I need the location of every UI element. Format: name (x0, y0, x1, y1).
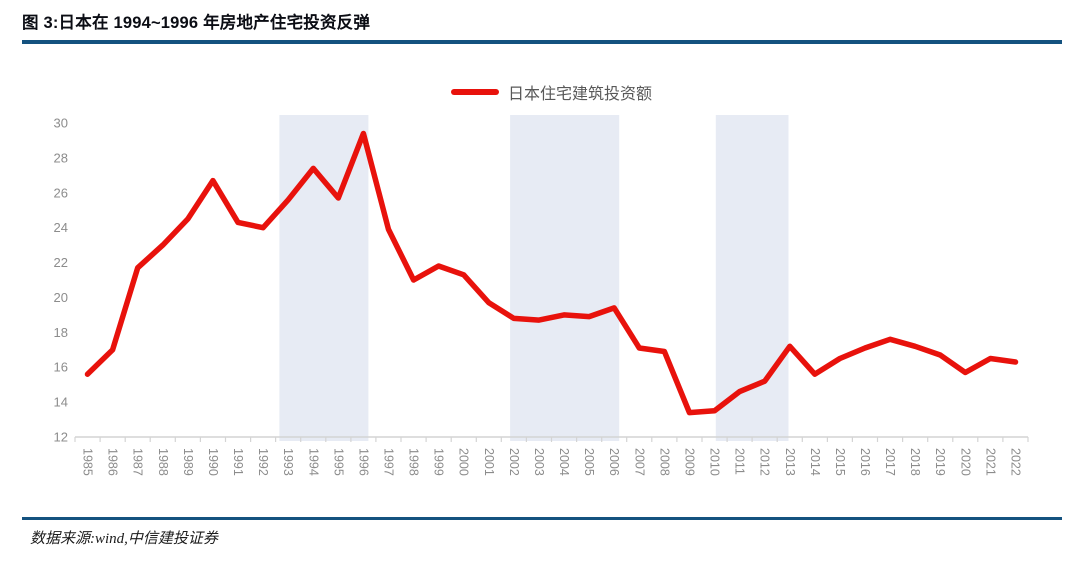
x-axis-label: 1991 (231, 448, 245, 476)
x-axis-label: 1996 (356, 448, 370, 476)
x-axis-label: 2016 (858, 448, 872, 476)
x-axis-label: 2014 (808, 448, 822, 476)
x-axis-label: 1988 (156, 448, 170, 476)
x-axis-label: 2021 (983, 448, 997, 476)
x-axis-label: 2011 (733, 448, 747, 475)
y-axis-label: 20 (54, 290, 68, 305)
figure-title: 图 3:日本在 1994~1996 年房地产住宅投资反弹 (22, 14, 371, 32)
x-axis-label: 2000 (457, 448, 471, 476)
x-axis-label: 2006 (607, 448, 621, 476)
x-axis-label: 1995 (331, 448, 345, 476)
investment-line-series (84, 130, 1019, 416)
y-axis-label: 30 (54, 116, 68, 131)
footer-divider (22, 517, 1062, 520)
x-axis-label: 2002 (507, 448, 521, 476)
y-axis-label: 16 (54, 360, 68, 375)
x-axis-label: 2013 (783, 448, 797, 476)
x-axis-label: 2005 (582, 448, 596, 476)
y-axis-label: 12 (54, 430, 68, 445)
x-axis-label: 1986 (106, 448, 120, 476)
x-axis-label: 2008 (657, 448, 671, 476)
y-axis-label: 28 (54, 150, 68, 165)
x-axis-label: 2022 (1009, 448, 1023, 476)
title-divider (22, 40, 1062, 44)
x-axis-label: 1993 (281, 448, 295, 476)
x-axis-label: 2004 (557, 448, 571, 476)
x-axis-label: 2018 (908, 448, 922, 476)
highlight-band (715, 115, 789, 441)
x-axis-label: 1990 (206, 448, 220, 476)
x-axis-label: 1998 (407, 448, 421, 476)
x-axis-label: 1997 (382, 448, 396, 476)
x-axis-label: 1999 (432, 448, 446, 476)
x-axis-label: 1994 (306, 448, 320, 476)
x-axis-label: 2010 (708, 448, 722, 476)
x-axis-label: 2012 (758, 448, 772, 476)
x-axis-label: 1987 (131, 448, 145, 476)
x-axis-label: 2017 (883, 448, 897, 476)
y-axis-label: 22 (54, 255, 68, 270)
chart-legend: 日本住宅建筑投资额 (75, 80, 1028, 104)
x-axis-label: 2007 (632, 448, 646, 476)
highlight-band (510, 115, 620, 441)
x-axis-label: 2001 (482, 448, 496, 476)
y-axis-label: 24 (54, 220, 68, 235)
x-axis-label: 2009 (682, 448, 696, 476)
x-axis-label: 2019 (933, 448, 947, 476)
x-axis-label: 1989 (181, 448, 195, 476)
y-axis-label: 18 (54, 325, 68, 340)
highlight-band (279, 115, 369, 441)
x-axis-label: 1992 (256, 448, 270, 476)
legend-series-label: 日本住宅建筑投资额 (507, 86, 652, 103)
x-axis-label: 2003 (532, 448, 546, 476)
y-axis-label: 14 (54, 395, 68, 410)
y-axis-label: 26 (54, 185, 68, 200)
legend-line-swatch (450, 89, 499, 95)
x-axis-label: 2020 (958, 448, 972, 476)
x-axis-label: 1985 (81, 448, 95, 476)
data-source-note: 数据来源:wind,中信建投证券 (30, 531, 218, 547)
x-axis-label: 2015 (833, 448, 847, 476)
